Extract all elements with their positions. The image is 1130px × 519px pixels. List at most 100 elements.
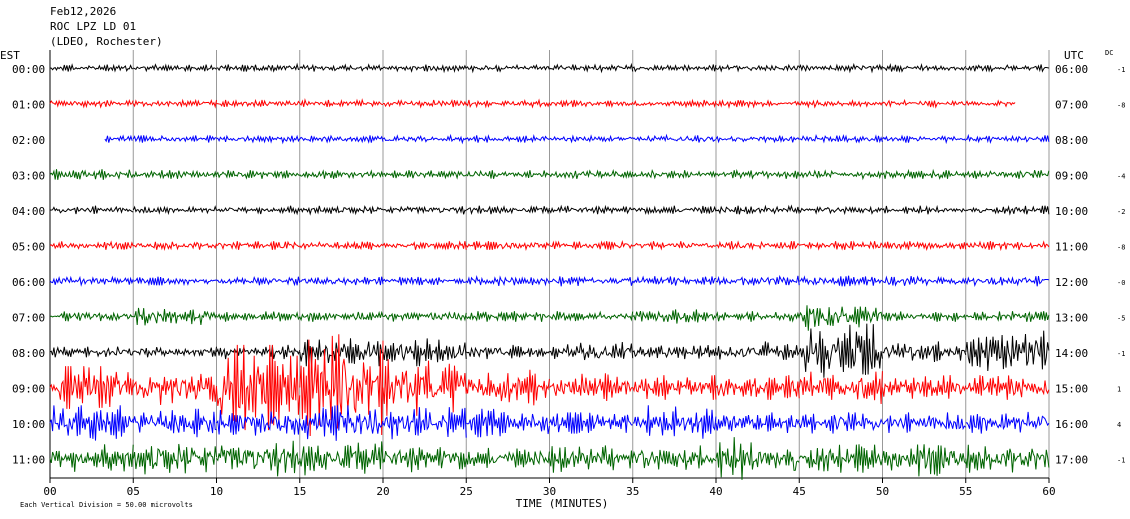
trace-segment [133, 63, 217, 73]
station: (LDEO, Rochester) [50, 35, 163, 48]
dc-value: -2 [1117, 208, 1125, 216]
trace-segment [382, 64, 467, 74]
utc-label: 11:00 [1055, 241, 1088, 254]
trace-segment [549, 445, 634, 473]
trace-segment [799, 240, 883, 251]
trace-segment [465, 240, 550, 252]
trace-segment [49, 405, 134, 441]
trace-segment [882, 168, 967, 180]
trace-segment [798, 371, 883, 405]
utc-label: 17:00 [1055, 454, 1088, 467]
utc-label: 15:00 [1055, 383, 1088, 396]
trace-segment [465, 310, 550, 322]
est-label: 06:00 [12, 276, 45, 289]
trace-segment [549, 341, 634, 361]
trace-segment [382, 447, 467, 473]
trace-segment [49, 63, 134, 73]
trace-segment [882, 98, 966, 109]
trace-segment [49, 98, 134, 109]
trace-segment [465, 369, 550, 406]
trace-segment [49, 444, 134, 472]
dc-value: -1 [1117, 457, 1125, 465]
trace-segment [382, 407, 467, 440]
x-tick-label: 25 [460, 485, 473, 498]
trace-segment [798, 169, 883, 181]
x-tick-label: 30 [543, 485, 556, 498]
trace-segment [965, 330, 1050, 372]
chart-subtitle: ROC LPZ LD 01 [50, 20, 136, 33]
trace-segment [132, 373, 217, 406]
utc-label: 12:00 [1055, 276, 1088, 289]
trace-segment [715, 135, 800, 144]
trace-segment [965, 411, 1050, 434]
trace-segment [882, 311, 967, 322]
trace-segment [549, 310, 634, 322]
trace-segment [965, 64, 1050, 73]
trace-segment [49, 205, 134, 215]
trace-segment [216, 440, 301, 477]
est-label: 00:00 [12, 63, 45, 76]
trace-segment [632, 309, 717, 324]
utc-label: 07:00 [1055, 99, 1088, 112]
trace-segment [299, 205, 384, 216]
dc-value: -1 [1117, 66, 1125, 74]
trace-segment [382, 133, 467, 145]
est-label: 04:00 [12, 205, 45, 218]
dc-value: -4 [1117, 173, 1125, 181]
trace-segment [965, 169, 1050, 179]
trace-segment [715, 204, 800, 215]
trace-segment [216, 170, 300, 180]
trace-segment [882, 275, 967, 287]
trace-segment [382, 359, 467, 416]
x-tick-label: 10 [210, 485, 223, 498]
dc-value: -8 [1117, 244, 1125, 252]
est-label: 11:00 [12, 454, 45, 467]
utc-label: 16:00 [1055, 418, 1088, 431]
trace-segment [882, 412, 967, 434]
trace-segment [715, 375, 800, 400]
trace-segment [715, 412, 800, 434]
dc-value: 1 [1117, 386, 1121, 394]
trace-segment [299, 169, 384, 180]
trace-segment [965, 99, 1016, 108]
trace-segment [465, 275, 550, 287]
trace-segment [632, 133, 717, 143]
trace-segment [715, 168, 800, 180]
trace-segment [49, 345, 134, 358]
trace-segment [632, 445, 717, 470]
trace-segment [632, 98, 717, 109]
note: Each Vertical Division = 50.00 microvolt… [20, 501, 193, 509]
utc-label: 14:00 [1055, 347, 1088, 360]
trace-segment [799, 134, 883, 144]
dc-value: -8 [1117, 102, 1125, 110]
x-tick-label: 00 [43, 485, 56, 498]
est-label: 01:00 [12, 99, 45, 112]
trace-segment [882, 341, 967, 363]
trace-segment [715, 240, 800, 251]
trace-segment [299, 405, 384, 441]
utc-label: 09:00 [1055, 170, 1088, 183]
trace-segment [882, 204, 966, 215]
trace-segment [549, 169, 634, 180]
trace-segment [715, 311, 800, 323]
trace-segment [132, 169, 217, 180]
x-tick-label: 15 [293, 485, 306, 498]
trace-segment [382, 311, 467, 322]
trace-segment [299, 98, 384, 108]
trace-segment [632, 345, 717, 360]
trace-segment [382, 170, 467, 180]
trace-segment [798, 412, 883, 434]
trace-segment [549, 62, 634, 74]
trace-segment [798, 323, 883, 378]
trace-segment [632, 205, 717, 216]
trace-segment [465, 447, 550, 468]
trace-segment [965, 133, 1050, 145]
trace-segment [216, 344, 301, 360]
trace-segment [632, 275, 717, 286]
trace-segment [632, 63, 717, 73]
left-axis-label: EST [0, 49, 20, 62]
trace-segment [965, 444, 1050, 473]
trace-segment [965, 310, 1050, 322]
trace-segment [965, 276, 1050, 288]
trace-segment [382, 338, 467, 367]
